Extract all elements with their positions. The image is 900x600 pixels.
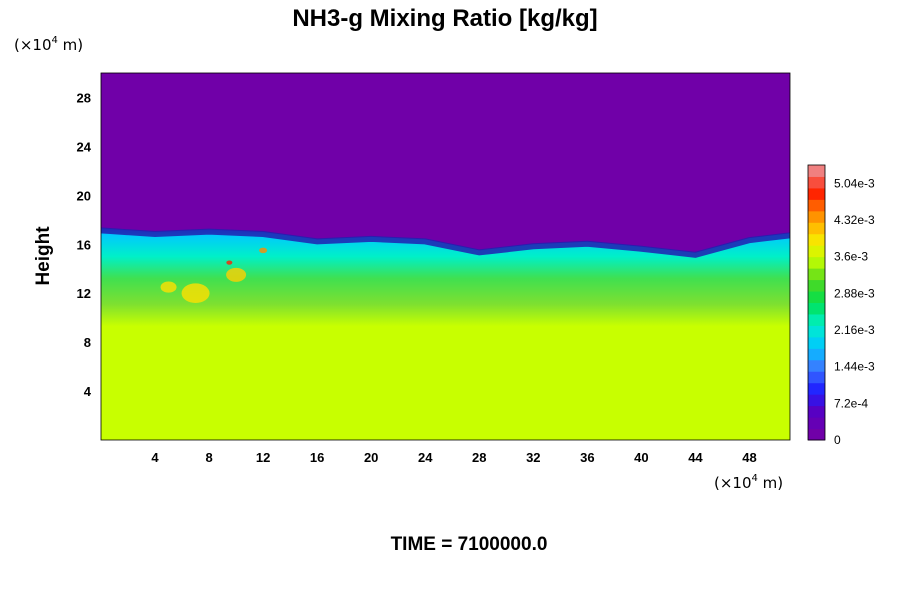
y-tick-label: 8 xyxy=(84,335,91,350)
hotspots xyxy=(160,247,268,304)
colorbar-band xyxy=(808,222,825,235)
colorbar-band xyxy=(808,199,825,212)
x-tick-label: 40 xyxy=(634,450,648,465)
y-tick-label: 28 xyxy=(77,90,91,105)
colorbar-band xyxy=(808,359,825,372)
colorbar-band xyxy=(808,165,825,177)
x-tick-label: 20 xyxy=(364,450,378,465)
colorbar-labels: 0 7.2e-4 1.44e-3 2.16e-3 2.88e-3 3.6e-3 4.32e-… xyxy=(834,176,875,447)
colorbar-band xyxy=(808,428,825,441)
colorbar-tick-label: 0 xyxy=(834,433,841,447)
colorbar-band xyxy=(808,325,825,338)
upper-layer xyxy=(101,73,790,253)
colorbar-tick-label: 2.16e-3 xyxy=(834,323,875,337)
colorbar-band xyxy=(808,279,825,292)
x-tick-label: 28 xyxy=(472,450,486,465)
colorbar-frame xyxy=(807,164,826,441)
colorbar-tick-label: 5.04e-3 xyxy=(834,176,875,190)
colorbar-band xyxy=(808,256,825,269)
y-tick-label: 12 xyxy=(77,286,91,301)
hotspot xyxy=(181,283,210,304)
colorbar-band xyxy=(808,176,825,189)
x-tick-label: 4 xyxy=(151,450,159,465)
x-tick-label: 36 xyxy=(580,450,594,465)
y-axis-label: Height xyxy=(33,226,54,286)
colorbar-band xyxy=(808,302,825,315)
x-tick-label: 32 xyxy=(526,450,540,465)
plot-frame xyxy=(100,72,791,441)
hotspot xyxy=(259,247,268,254)
y-tick-label: 16 xyxy=(77,237,91,252)
colorbar-band xyxy=(808,233,825,246)
colorbar-band xyxy=(808,405,825,418)
colorbar-tick-label: 4.32e-3 xyxy=(834,213,875,227)
time-label: TIME = 7100000.0 xyxy=(391,534,548,555)
hotspot xyxy=(226,260,233,265)
colorbar-band xyxy=(808,382,825,395)
colorbar-band xyxy=(808,348,825,361)
boundary-edge xyxy=(101,227,790,258)
x-tick-label: 12 xyxy=(256,450,270,465)
x-tick-label: 8 xyxy=(205,450,212,465)
y-tick-label: 4 xyxy=(84,384,92,399)
x-tick-label: 48 xyxy=(742,450,756,465)
hotspot xyxy=(160,281,177,293)
colorbar-band xyxy=(808,245,825,258)
colorbar-band xyxy=(808,210,825,223)
x-tick-label: 44 xyxy=(688,450,703,465)
colorbar-band xyxy=(808,417,825,430)
colorbar-band xyxy=(808,313,825,326)
hotspot xyxy=(226,267,247,282)
x-axis-unit: (×104 m) xyxy=(714,473,783,492)
y-tick-label: 24 xyxy=(77,139,92,154)
x-tick-label: 24 xyxy=(418,450,433,465)
y-axis-unit: (×104 m) xyxy=(14,35,83,54)
colorbar-band xyxy=(808,394,825,407)
colorbar-tick-label: 2.88e-3 xyxy=(834,286,875,300)
colorbar xyxy=(807,164,826,441)
colorbar-tick-label: 7.2e-4 xyxy=(834,396,868,410)
y-axis-ticks: 4 8 12 16 20 24 28 xyxy=(77,90,92,399)
colorbar-band xyxy=(808,336,825,349)
colorbar-tick-label: 1.44e-3 xyxy=(834,360,875,374)
colorbar-band xyxy=(808,291,825,303)
colorbar-band xyxy=(808,268,825,281)
y-tick-label: 20 xyxy=(77,188,91,203)
colorbar-tick-label: 3.6e-3 xyxy=(834,250,868,264)
chart-title: NH3-g Mixing Ratio [kg/kg] xyxy=(292,5,597,32)
x-tick-label: 16 xyxy=(310,450,324,465)
colorbar-band xyxy=(808,187,825,200)
x-axis-ticks: 4 8 12 16 20 24 28 32 36 40 44 48 xyxy=(151,450,756,465)
colorbar-band xyxy=(808,371,825,384)
